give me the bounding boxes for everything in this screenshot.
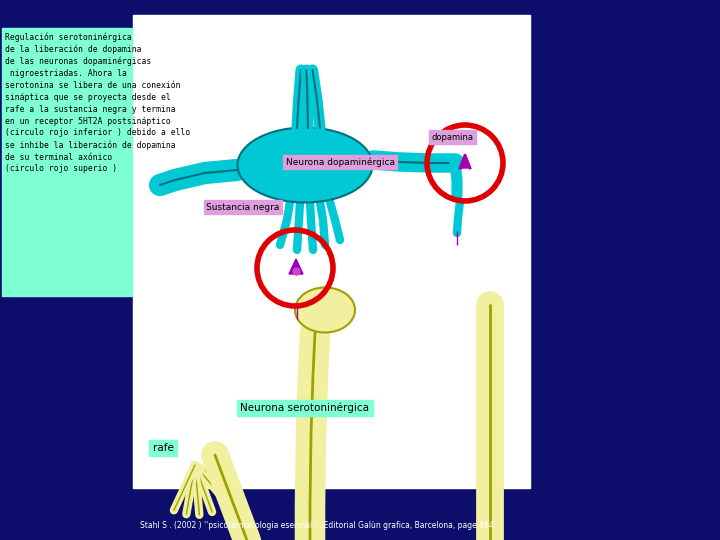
Bar: [2, 28, 132, 296]
Text: Regulación serotoninérgica
de la liberación de dopamina
de las neuronas dopaminé: Regulación serotoninérgica de la liberac…: [5, 32, 190, 173]
Text: Sustancia negra: Sustancia negra: [207, 202, 279, 212]
Polygon shape: [460, 155, 470, 168]
Text: Neurona serotoninérgica: Neurona serotoninérgica: [240, 403, 369, 413]
Polygon shape: [289, 259, 303, 274]
Ellipse shape: [238, 127, 372, 202]
Bar: [133, 15, 530, 488]
Ellipse shape: [295, 287, 355, 333]
Text: dopamina: dopamina: [431, 132, 473, 141]
Text: rafe: rafe: [153, 443, 174, 453]
Text: Neurona dopaminérgica: Neurona dopaminérgica: [286, 157, 395, 167]
Text: Stahl S . (2002 ) ''psicofarmacologia esencial '' ,Editorial Galùn grafica, Barc: Stahl S . (2002 ) ''psicofarmacologia es…: [140, 521, 494, 530]
